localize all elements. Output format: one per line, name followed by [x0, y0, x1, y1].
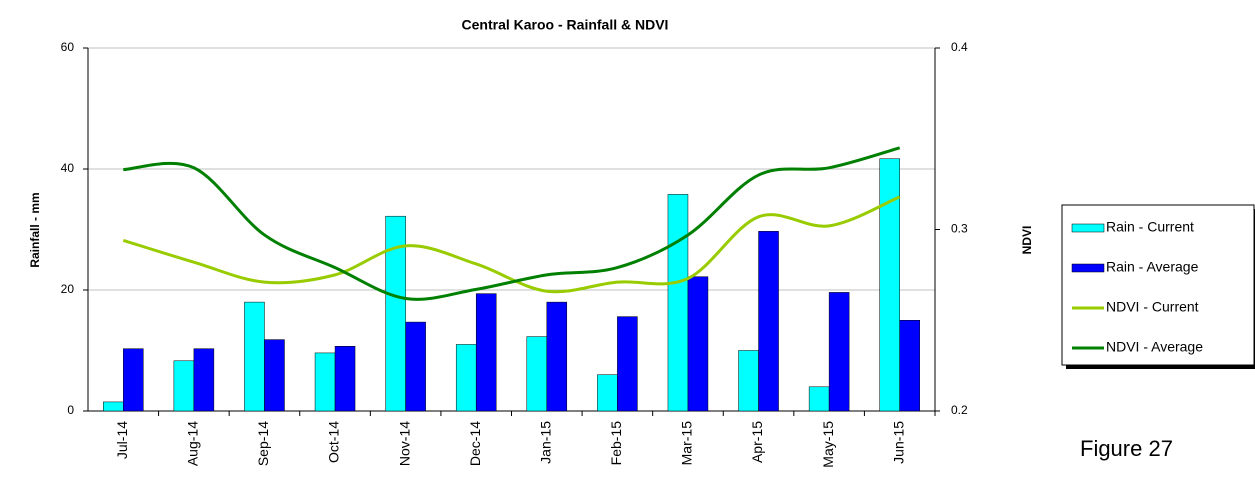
- bar: [103, 401, 124, 412]
- bar: [526, 336, 548, 412]
- x-tick-label: Mar-15: [679, 421, 695, 466]
- bar: [334, 346, 356, 412]
- figure-label: Figure 27: [1080, 436, 1173, 461]
- legend-swatch: [1071, 223, 1105, 233]
- bar: [244, 301, 265, 412]
- x-tick-label: Aug-14: [185, 421, 201, 466]
- y-tick-label: 60: [61, 40, 75, 54]
- bar: [455, 344, 477, 412]
- y2-tick-label: 0.3: [951, 222, 968, 236]
- y-axis-label: Rainfall - mm: [28, 192, 42, 267]
- bar: [899, 320, 920, 412]
- legend-swatch: [1071, 263, 1105, 273]
- bar: [687, 276, 709, 412]
- bar: [667, 194, 689, 412]
- x-tick-label: Sep-14: [255, 421, 271, 466]
- bar: [385, 215, 406, 412]
- bar: [314, 352, 336, 412]
- x-tick-label: Apr-15: [749, 421, 765, 463]
- bar: [405, 321, 426, 412]
- bar: [264, 339, 285, 412]
- bar: [617, 316, 638, 412]
- bar: [758, 231, 779, 412]
- bar: [123, 348, 144, 412]
- x-tick-label: Feb-15: [608, 421, 624, 466]
- legend-label: NDVI - Current: [1106, 299, 1199, 315]
- legend-label: NDVI - Average: [1106, 339, 1203, 355]
- chart-title: Central Karoo - Rainfall & NDVI: [462, 17, 669, 33]
- y-tick-label: 40: [61, 161, 75, 175]
- bar: [808, 386, 830, 412]
- x-tick-label: May-15: [820, 421, 836, 468]
- bar: [828, 292, 850, 412]
- x-tick-label: Jun-15: [890, 421, 906, 464]
- bar: [475, 293, 497, 412]
- legend-label: Rain - Current: [1106, 219, 1194, 235]
- bar: [546, 301, 568, 412]
- x-tick-label: Jan-15: [537, 421, 553, 464]
- bar: [738, 350, 759, 412]
- y2-tick-label: 0.2: [951, 403, 968, 417]
- line: [123, 146, 901, 301]
- y2-axis-label: NDVI: [1020, 226, 1034, 255]
- bar: [879, 158, 900, 412]
- x-tick-label: Nov-14: [396, 421, 412, 466]
- y2-tick-label: 0.4: [951, 40, 968, 54]
- y-tick-label: 20: [61, 282, 75, 296]
- bar: [173, 360, 195, 412]
- x-tick-label: Jul-14: [114, 421, 130, 459]
- bar: [597, 374, 618, 412]
- legend-label: Rain - Average: [1106, 259, 1199, 275]
- bar: [193, 348, 215, 412]
- x-tick-label: Oct-14: [326, 421, 342, 463]
- x-tick-label: Dec-14: [467, 421, 483, 466]
- y-tick-label: 0: [67, 403, 74, 417]
